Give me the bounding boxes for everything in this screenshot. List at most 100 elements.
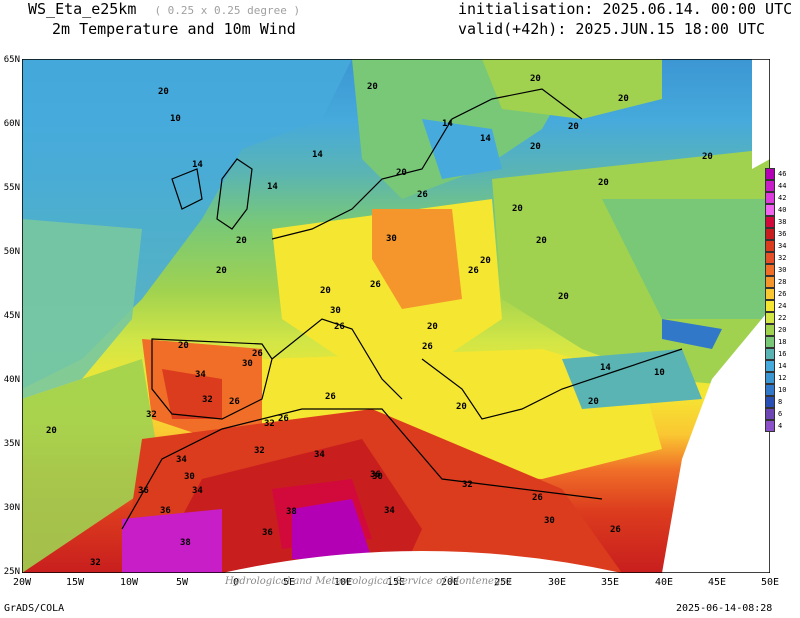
lon-label: 40E xyxy=(654,577,674,588)
contour-label: 20 xyxy=(46,426,57,436)
contour-label: 36 xyxy=(262,528,273,538)
colorbar-swatch xyxy=(765,324,775,336)
contour-label: 30 xyxy=(330,306,341,316)
colorbar-label: 22 xyxy=(778,314,787,322)
colorbar-swatch xyxy=(765,384,775,396)
colorbar-label: 40 xyxy=(778,206,787,214)
colorbar-label: 36 xyxy=(778,230,787,238)
contour-label: 14 xyxy=(442,119,453,129)
colorbar-label: 18 xyxy=(778,338,787,346)
contour-label: 20 xyxy=(530,74,541,84)
colorbar-label: 16 xyxy=(778,350,787,358)
lat-label: 25N xyxy=(3,567,20,577)
colorbar-label: 26 xyxy=(778,290,787,298)
colorbar-swatch xyxy=(765,288,775,300)
colorbar-swatch xyxy=(765,168,775,180)
contour-label: 36 xyxy=(370,470,381,480)
contour-label: 10 xyxy=(170,114,181,124)
contour-label: 26 xyxy=(610,525,621,535)
init-time: initialisation: 2025.06.14. 00:00 UTC xyxy=(458,0,793,18)
colorbar-swatch xyxy=(765,420,775,432)
contour-label: 14 xyxy=(267,182,278,192)
valid-time: valid(+42h): 2025.JUN.15 18:00 UTC xyxy=(458,20,766,38)
colorbar-label: 30 xyxy=(778,266,787,274)
field-title: 2m Temperature and 10m Wind xyxy=(52,20,296,38)
colorbar-swatch xyxy=(765,300,775,312)
lon-label: 50E xyxy=(760,577,780,588)
colorbar-label: 38 xyxy=(778,218,787,226)
contour-label: 26 xyxy=(468,266,479,276)
colorbar-label: 46 xyxy=(778,170,787,178)
contour-label: 26 xyxy=(334,322,345,332)
colorbar-label: 10 xyxy=(778,386,787,394)
contour-label: 20 xyxy=(158,87,169,97)
contour-label: 30 xyxy=(242,359,253,369)
colorbar-swatch xyxy=(765,216,775,228)
lon-label: 20W xyxy=(12,577,32,588)
colorbar-swatch xyxy=(765,348,775,360)
colorbar-swatch xyxy=(765,192,775,204)
contour-label: 32 xyxy=(202,395,213,405)
contour-label: 26 xyxy=(325,392,336,402)
contour-label: 34 xyxy=(314,450,325,460)
lon-label: 35E xyxy=(600,577,620,588)
contour-label: 26 xyxy=(422,342,433,352)
contour-label: 20 xyxy=(367,82,378,92)
contour-label: 20 xyxy=(216,266,227,276)
lat-label: 60N xyxy=(3,119,20,129)
lat-label: 45N xyxy=(3,311,20,321)
contour-label: 30 xyxy=(386,234,397,244)
contour-label: 26 xyxy=(278,414,289,424)
footer-left: GrADS/COLA xyxy=(4,603,65,614)
colorbar-swatch xyxy=(765,396,775,408)
contour-label: 26 xyxy=(229,397,240,407)
lon-label: 45E xyxy=(707,577,727,588)
watermark: Hydrological and Meteorological Service … xyxy=(225,576,512,587)
contour-label: 26 xyxy=(532,493,543,503)
colorbar-label: 20 xyxy=(778,326,787,334)
resolution-note: ( 0.25 x 0.25 degree ) xyxy=(154,4,301,17)
lat-label: 55N xyxy=(3,183,20,193)
colorbar-swatch xyxy=(765,180,775,192)
contour-label: 10 xyxy=(654,368,665,378)
contour-label: 36 xyxy=(138,486,149,496)
contour-label: 20 xyxy=(396,168,407,178)
contour-label: 20 xyxy=(236,236,247,246)
lon-label: 20E xyxy=(440,577,460,588)
lon-label: 15E xyxy=(386,577,406,588)
contour-label: 32 xyxy=(146,410,157,420)
contour-label: 32 xyxy=(254,446,265,456)
colorbar-swatch xyxy=(765,240,775,252)
contour-label: 26 xyxy=(252,349,263,359)
colorbar-swatch xyxy=(765,372,775,384)
lat-label: 50N xyxy=(3,247,20,257)
contour-label: 20 xyxy=(512,204,523,214)
colorbar-label: 28 xyxy=(778,278,787,286)
colorbar-label: 4 xyxy=(778,422,783,430)
contour-label: 20 xyxy=(558,292,569,302)
contour-label: 26 xyxy=(417,190,428,200)
lon-label: 30E xyxy=(547,577,567,588)
colorbar-label: 8 xyxy=(778,398,783,406)
lon-label: 0 xyxy=(232,577,240,588)
contour-label: 30 xyxy=(544,516,555,526)
colorbar-swatch xyxy=(765,312,775,324)
lat-label: 35N xyxy=(3,439,20,449)
colorbar-swatch xyxy=(765,264,775,276)
contour-label: 20 xyxy=(178,341,189,351)
contour-label: 20 xyxy=(702,152,713,162)
contour-label: 38 xyxy=(180,538,191,548)
contour-label: 30 xyxy=(184,472,195,482)
contour-label: 20 xyxy=(598,178,609,188)
contour-label: 20 xyxy=(530,142,541,152)
temperature-map: 10 20 14 14 14 14 20 20 20 20 20 14 20 2… xyxy=(22,59,770,573)
contour-label: 32 xyxy=(264,419,275,429)
colorbar-label: 12 xyxy=(778,374,787,382)
contour-label: 30 xyxy=(372,472,383,482)
contour-label: 20 xyxy=(618,94,629,104)
colorbar-swatch xyxy=(765,360,775,372)
colorbar-label: 34 xyxy=(778,242,787,250)
colorbar-label: 14 xyxy=(778,362,787,370)
colorbar-swatch xyxy=(765,276,775,288)
contour-label: 20 xyxy=(427,322,438,332)
